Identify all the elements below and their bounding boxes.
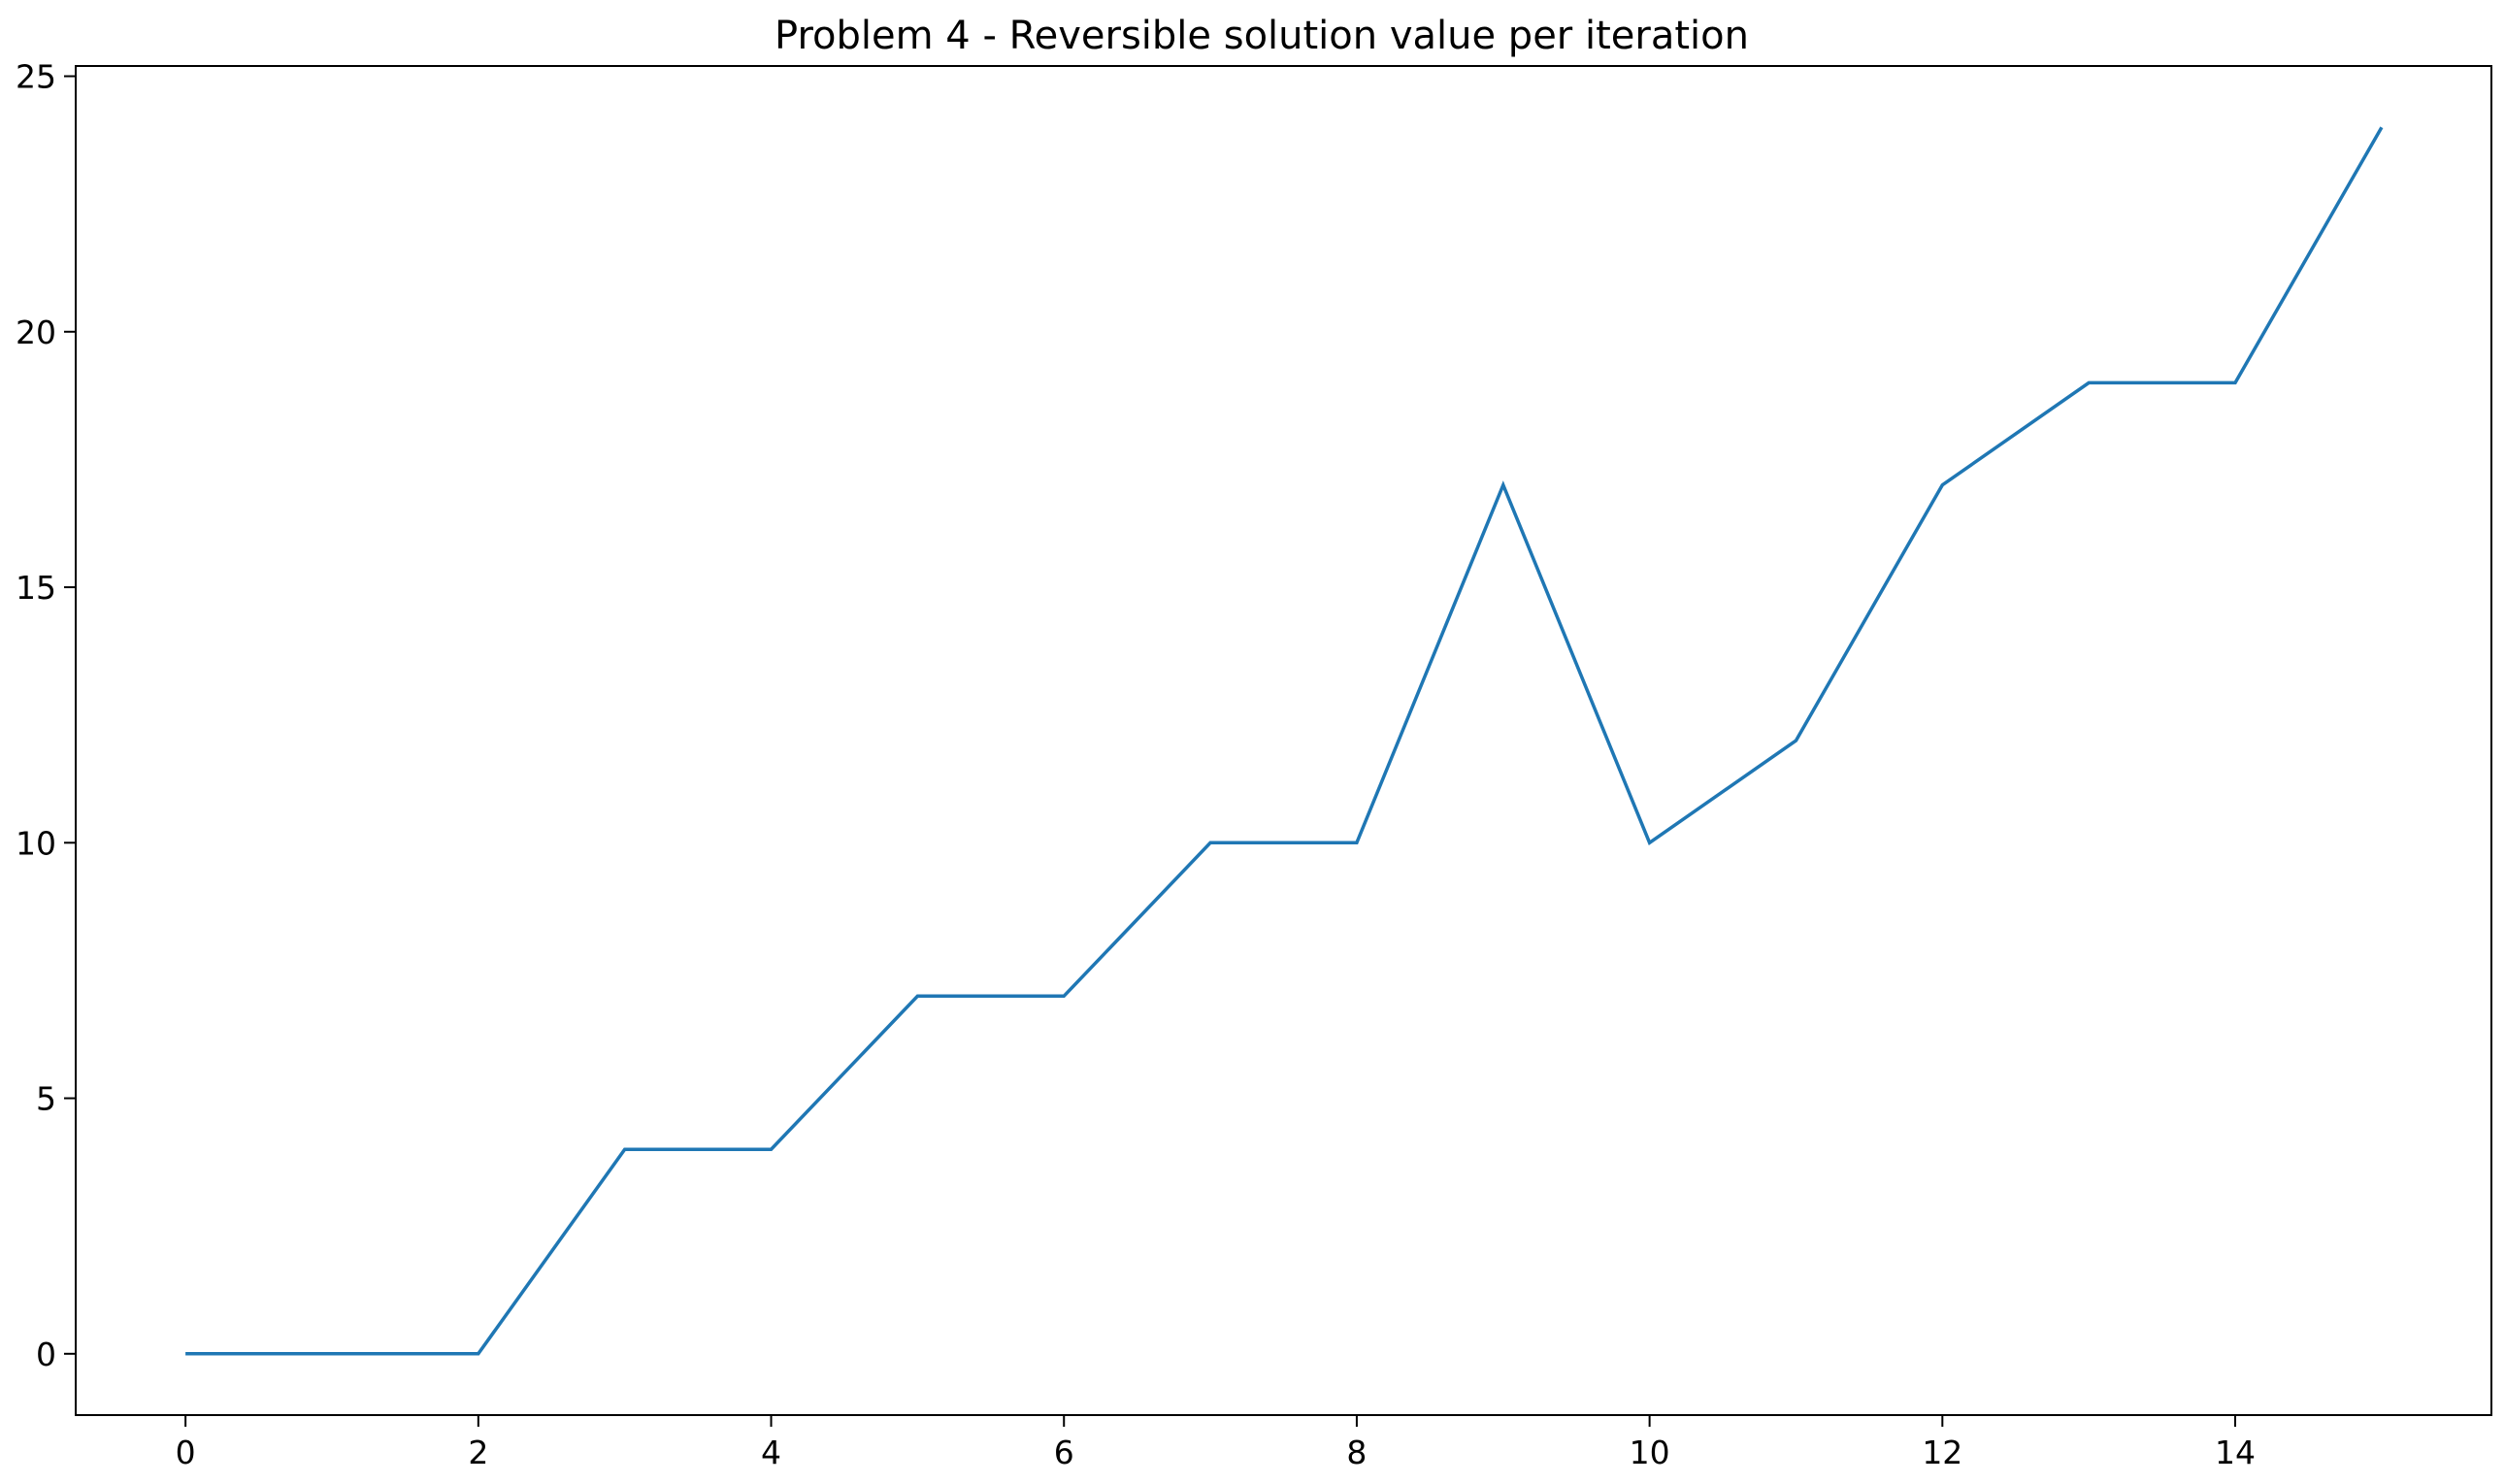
x-tick-label: 2 (468, 1434, 488, 1471)
data-point (1207, 840, 1213, 845)
data-point (1793, 738, 1798, 743)
data-point (1500, 482, 1506, 488)
x-tick-label: 4 (761, 1434, 781, 1471)
x-tick-label: 8 (1346, 1434, 1367, 1471)
data-point (2232, 379, 2238, 385)
data-point (914, 993, 920, 999)
data-point (1647, 840, 1653, 845)
series-layer (182, 124, 2385, 1357)
data-point (329, 1351, 335, 1357)
y-tick-label: 5 (36, 1080, 56, 1118)
data-point (1354, 840, 1360, 845)
data-point (476, 1351, 481, 1357)
data-point (1061, 993, 1067, 999)
x-tick-label: 12 (1922, 1434, 1962, 1471)
data-point (622, 1146, 628, 1152)
y-tick-label: 15 (16, 569, 56, 607)
data-point (2379, 124, 2385, 130)
x-tick-label: 6 (1054, 1434, 1074, 1471)
x-tick-label: 14 (2215, 1434, 2256, 1471)
y-tick-label: 20 (16, 313, 56, 351)
data-point (769, 1146, 775, 1152)
y-tick-label: 25 (16, 58, 56, 96)
chart-title: Problem 4 - Reversible solution value pe… (775, 14, 1749, 58)
data-point (2086, 379, 2092, 385)
x-tick-label: 10 (1630, 1434, 1670, 1471)
axes-layer: 0 2 4 6 8 10 12 14 0 5 10 15 20 25 (16, 58, 2256, 1471)
data-point (1939, 482, 1945, 488)
series-line (185, 126, 2384, 1356)
data-point (182, 1351, 188, 1357)
y-tick-label: 0 (36, 1336, 56, 1373)
y-tick-label: 10 (16, 824, 56, 862)
x-tick-label: 0 (176, 1434, 196, 1471)
plot-area-frame (75, 65, 2492, 1416)
